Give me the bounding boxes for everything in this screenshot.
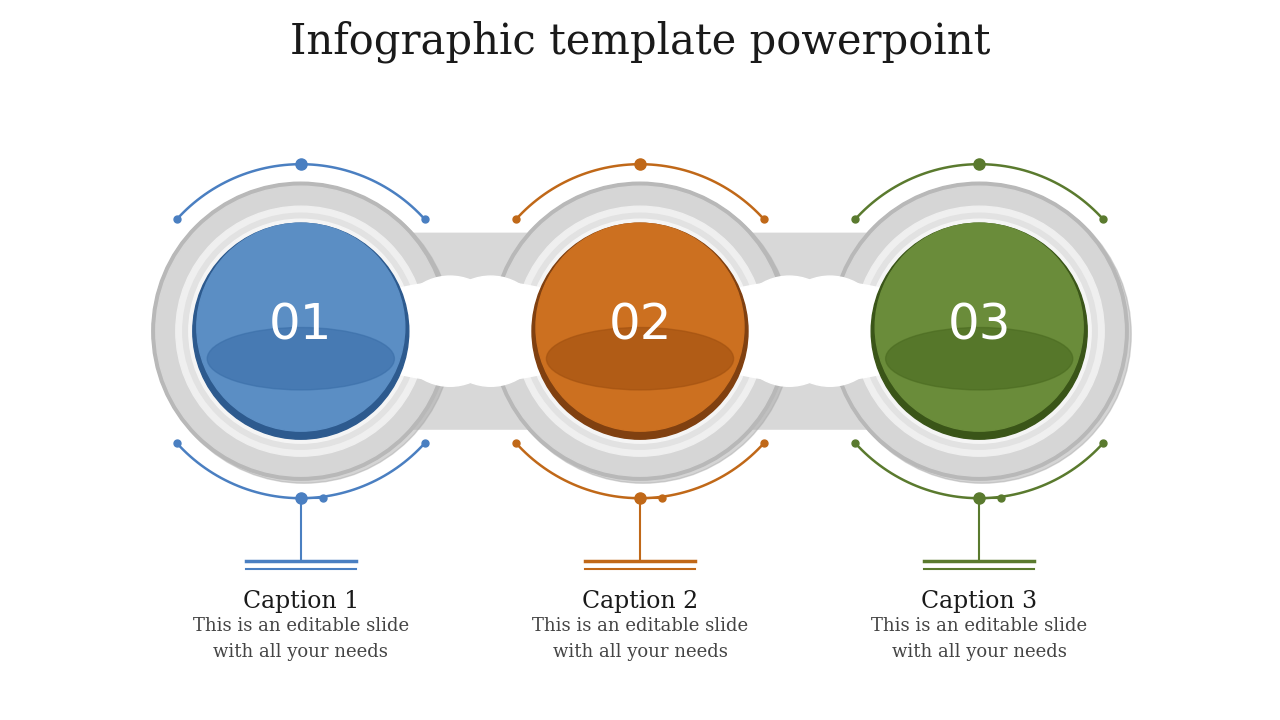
Circle shape bbox=[532, 223, 748, 439]
FancyBboxPatch shape bbox=[640, 233, 979, 429]
Circle shape bbox=[735, 276, 845, 387]
Circle shape bbox=[155, 185, 453, 483]
Text: 03: 03 bbox=[947, 301, 1011, 349]
FancyBboxPatch shape bbox=[301, 233, 640, 429]
Ellipse shape bbox=[676, 281, 943, 382]
Circle shape bbox=[872, 223, 1087, 439]
Ellipse shape bbox=[886, 328, 1073, 390]
Text: This is an editable slide
with all your needs: This is an editable slide with all your … bbox=[872, 617, 1087, 662]
Circle shape bbox=[515, 206, 765, 456]
Circle shape bbox=[494, 185, 792, 483]
Circle shape bbox=[197, 223, 404, 431]
Text: 02: 02 bbox=[608, 301, 672, 349]
Circle shape bbox=[183, 213, 419, 449]
Circle shape bbox=[492, 182, 788, 480]
Circle shape bbox=[152, 182, 449, 480]
Text: Infographic template powerpoint: Infographic template powerpoint bbox=[289, 21, 991, 63]
Circle shape bbox=[536, 223, 744, 431]
Circle shape bbox=[861, 213, 1097, 449]
Circle shape bbox=[156, 186, 445, 476]
Text: 01: 01 bbox=[269, 301, 333, 349]
Circle shape bbox=[529, 219, 753, 444]
Ellipse shape bbox=[207, 328, 394, 390]
Circle shape bbox=[495, 186, 785, 476]
Circle shape bbox=[435, 276, 545, 387]
Circle shape bbox=[876, 223, 1083, 431]
Circle shape bbox=[175, 206, 426, 456]
Circle shape bbox=[854, 206, 1105, 456]
Circle shape bbox=[831, 182, 1128, 480]
Circle shape bbox=[868, 219, 1091, 444]
Text: This is an editable slide
with all your needs: This is an editable slide with all your … bbox=[193, 617, 408, 662]
Circle shape bbox=[188, 219, 412, 444]
Circle shape bbox=[833, 185, 1132, 483]
Text: Caption 3: Caption 3 bbox=[922, 590, 1037, 613]
Text: This is an editable slide
with all your needs: This is an editable slide with all your … bbox=[532, 617, 748, 662]
Circle shape bbox=[396, 276, 506, 387]
Circle shape bbox=[522, 213, 758, 449]
Circle shape bbox=[774, 276, 884, 387]
Circle shape bbox=[193, 223, 408, 439]
Circle shape bbox=[835, 186, 1124, 476]
Ellipse shape bbox=[547, 328, 733, 390]
Text: Caption 2: Caption 2 bbox=[582, 590, 698, 613]
Text: Caption 1: Caption 1 bbox=[243, 590, 358, 613]
Ellipse shape bbox=[337, 281, 604, 382]
